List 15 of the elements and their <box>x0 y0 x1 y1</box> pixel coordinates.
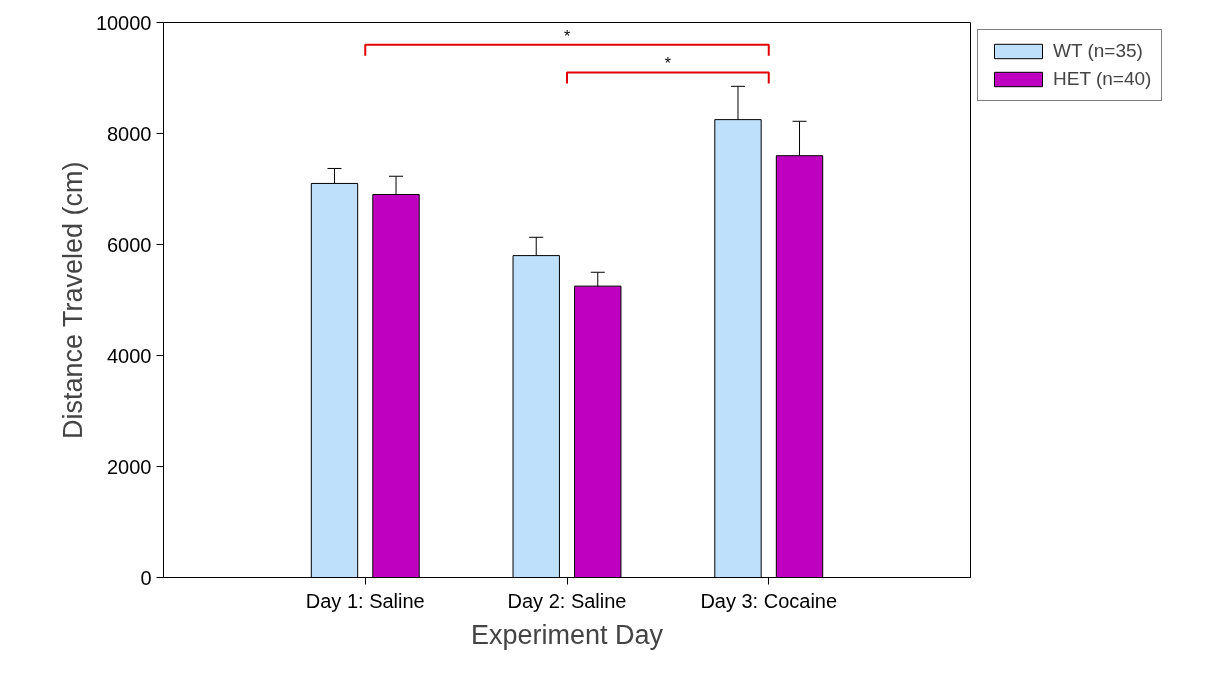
y-tick-label: 6000 <box>107 233 152 256</box>
y-tick-label: 0 <box>140 566 152 589</box>
x-tick-label: Day 3: Cocaine <box>700 589 838 612</box>
x-tick-label: Day 2: Saline <box>507 589 627 612</box>
y-axis-title: Distance Traveled (cm) <box>57 161 88 440</box>
y-tick-label: 4000 <box>107 344 152 367</box>
x-tick-label: Day 1: Saline <box>305 589 425 612</box>
legend-label: HET (n=40) <box>1053 68 1152 90</box>
annotation: * <box>563 27 571 45</box>
y-tick-label: 2000 <box>107 455 152 478</box>
x-axis-title: Experiment Day <box>470 619 664 650</box>
legend-label: WT (n=35) <box>1053 40 1143 62</box>
y-tick-label: 8000 <box>107 122 152 145</box>
annotation: * <box>664 55 671 73</box>
y-tick-label: 10000 <box>95 11 152 34</box>
